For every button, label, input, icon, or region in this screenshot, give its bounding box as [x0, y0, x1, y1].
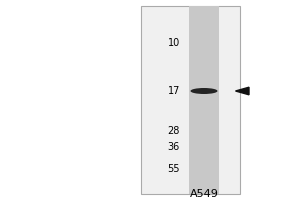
- Text: 55: 55: [167, 164, 180, 174]
- Text: 36: 36: [168, 142, 180, 152]
- Bar: [189, 6, 219, 194]
- Ellipse shape: [190, 88, 218, 94]
- Text: 17: 17: [168, 86, 180, 96]
- Polygon shape: [236, 87, 249, 95]
- Text: 10: 10: [168, 38, 180, 48]
- Text: A549: A549: [190, 189, 218, 199]
- Bar: [141, 6, 240, 194]
- Text: 28: 28: [168, 126, 180, 136]
